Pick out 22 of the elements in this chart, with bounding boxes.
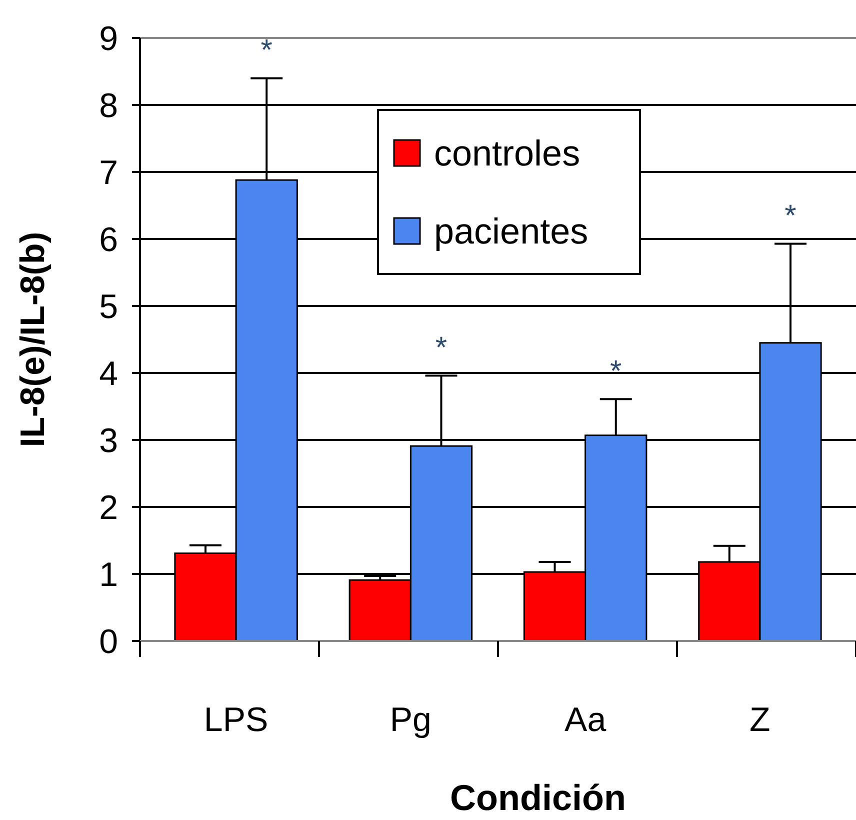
y-tick-label: 1 [99,556,118,594]
x-tick-label: Pg [390,701,432,739]
y-tick-label: 9 [99,20,118,58]
y-tick-label: 6 [99,220,118,259]
y-tick-label: 4 [99,354,118,393]
y-tick-label: 2 [99,488,118,527]
y-tick-label: 0 [99,622,118,661]
x-axis-title: Condición [450,777,626,818]
y-tick-label: 7 [99,154,118,192]
annotation: * [435,332,448,365]
legend-label: controles [434,132,580,174]
legend-label: pacientes [434,210,588,252]
annotation: * [610,355,622,388]
x-tick-label: Z [750,701,770,739]
y-tick-label: 5 [99,288,118,326]
annotation: * [784,200,797,233]
y-axis-title: IL-8(e)/IL-8(b) [14,232,52,448]
y-tick-label: 8 [99,86,118,125]
x-tick-label: LPS [204,701,268,739]
annotation: * [260,34,273,68]
y-tick-label: 3 [99,422,118,460]
x-tick-label: Aa [564,701,606,739]
